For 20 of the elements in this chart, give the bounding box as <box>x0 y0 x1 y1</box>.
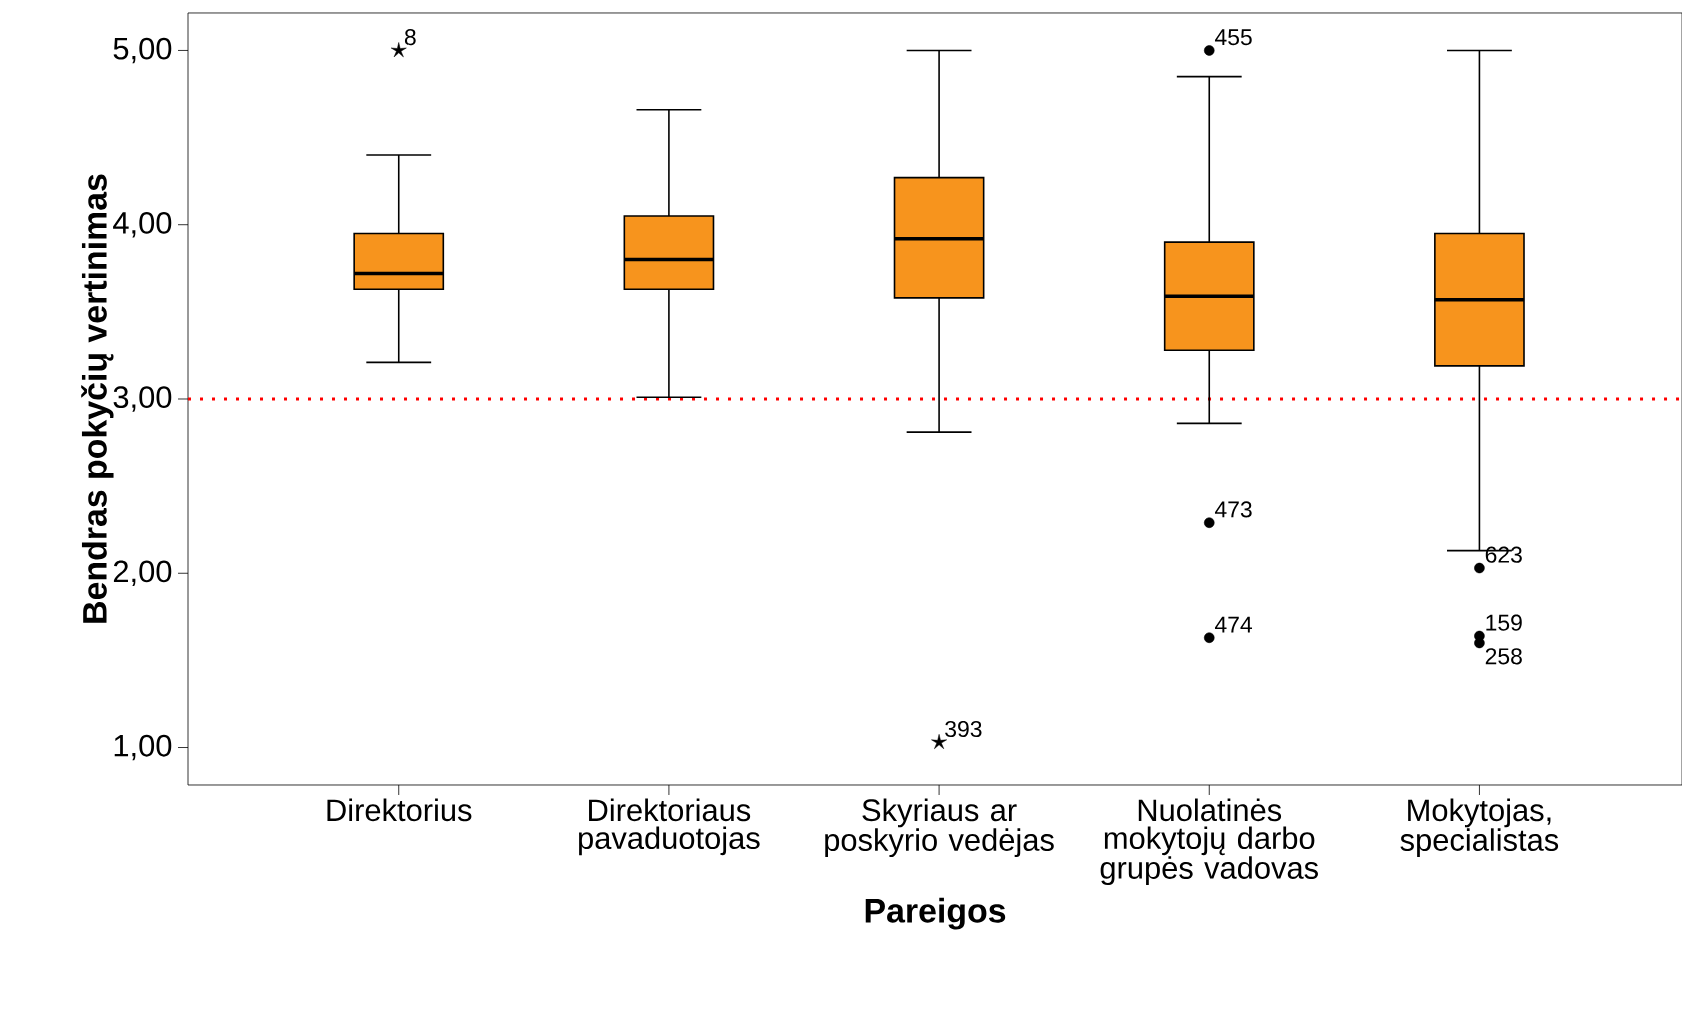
annotation: 393 <box>945 720 982 738</box>
x-tick-label: Skyriaus ar poskyrio vedėjas <box>825 798 1054 858</box>
y-tick-label: 3,00 <box>113 386 172 412</box>
annotation: 623 <box>1485 546 1522 563</box>
x-tick-label: Direktoriaus pavaduotojas <box>579 798 760 856</box>
x-tick-label: Direktorius <box>327 798 472 822</box>
annotation: 258 <box>1485 648 1522 665</box>
annotation: 474 <box>1214 616 1253 633</box>
x-tick-label: Mokytojas, specialistas <box>1400 798 1559 858</box>
annotation: 473 <box>1214 501 1252 518</box>
annotation: 159 <box>1486 614 1522 631</box>
y-axis-title: Bendras pokyčių vertinimas <box>81 174 114 623</box>
annotation: 8 <box>404 29 416 46</box>
x-tick-label: Nuolatinės mokytojų darbo grupės vadovas <box>1100 798 1318 886</box>
y-tick-label: 1,00 <box>114 734 172 761</box>
y-tick-label: 2,00 <box>113 560 172 587</box>
y-tick-label: 5,00 <box>113 37 172 64</box>
x-axis-title: Pareigos <box>865 897 1006 930</box>
y-tick-label: 4,00 <box>113 211 172 238</box>
annotation: 455 <box>1214 29 1252 46</box>
